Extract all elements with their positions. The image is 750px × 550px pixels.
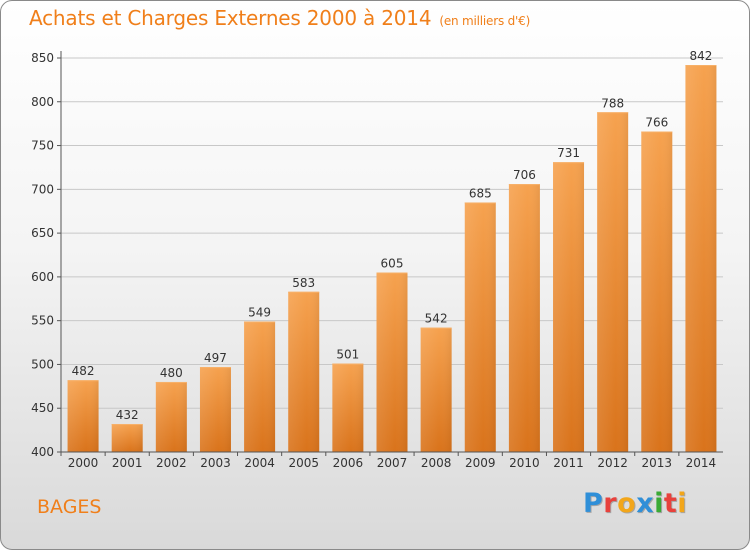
y-tick-label: 850	[31, 51, 54, 65]
x-tick-label: 2004	[244, 456, 275, 470]
y-tick-label: 750	[31, 139, 54, 153]
x-tick-label: 2009	[465, 456, 496, 470]
y-tick-label: 700	[31, 182, 54, 196]
bar-shade	[376, 272, 408, 452]
x-tick-label: 2011	[553, 456, 584, 470]
bar-shade	[155, 381, 187, 452]
data-label: 501	[336, 348, 359, 362]
data-label: 788	[601, 96, 624, 110]
chart-title-row: Achats et Charges Externes 2000 à 2014 (e…	[29, 6, 530, 30]
place-name: BAGES	[37, 496, 102, 518]
data-label: 432	[116, 408, 139, 422]
bars: 482 432 480 497 549 583 501 605 542 685 706 731 788 7…	[67, 49, 717, 453]
data-label: 497	[204, 351, 227, 365]
data-label: 605	[381, 257, 404, 271]
y-tick-label: 650	[31, 226, 54, 240]
data-label: 842	[689, 49, 712, 63]
proxiti-logo: Proxiti	[583, 488, 687, 519]
bar-shade	[111, 423, 143, 452]
logo-letter: o	[617, 488, 637, 519]
bar-shade	[199, 367, 231, 452]
bar-shade	[597, 112, 629, 452]
data-label: 549	[248, 306, 271, 320]
logo-letter: i	[654, 488, 664, 519]
x-tick-label: 2003	[200, 456, 231, 470]
x-tick-label: 2010	[509, 456, 540, 470]
bar-shade	[288, 291, 320, 452]
x-tick-label: 2008	[421, 456, 452, 470]
y-tick-label: 400	[31, 445, 54, 459]
y-tick-label: 450	[31, 401, 54, 415]
data-label: 583	[292, 276, 315, 290]
bar-shade	[67, 380, 99, 452]
bar-shade	[685, 65, 717, 452]
x-tick-label: 2000	[68, 456, 99, 470]
x-tick-label: 2002	[156, 456, 187, 470]
bar-shade	[420, 327, 452, 452]
bar-shade	[641, 131, 673, 452]
data-label: 766	[645, 116, 668, 130]
chart-subtitle: (en milliers d'€)	[439, 14, 531, 28]
data-label: 482	[72, 364, 95, 378]
logo-letter: t	[663, 488, 678, 519]
x-tick-label: 2001	[112, 456, 143, 470]
data-label: 685	[469, 186, 492, 200]
data-label: 480	[160, 366, 183, 380]
y-tick-label: 500	[31, 357, 54, 371]
x-tick-label: 2013	[642, 456, 673, 470]
x-tick-label: 2012	[597, 456, 628, 470]
data-label: 542	[425, 312, 448, 326]
bar-shade	[508, 184, 540, 452]
bar-shade	[244, 321, 276, 452]
bar-shade	[553, 162, 585, 453]
bar-shade	[332, 363, 364, 452]
logo-letter: i	[677, 488, 688, 519]
bar-shade	[464, 202, 496, 452]
y-tick-label: 600	[31, 270, 54, 284]
x-tick-label: 2014	[686, 456, 717, 470]
y-tick-label: 800	[31, 95, 54, 109]
axes: 400 450 500 550 600 650 700 750 800 850 2000 2001 20…	[31, 51, 723, 470]
x-tick-label: 2006	[333, 456, 364, 470]
data-label: 731	[557, 146, 580, 160]
logo-letter: P	[583, 488, 604, 519]
chart-title: Achats et Charges Externes 2000 à 2014	[29, 6, 432, 30]
x-tick-label: 2007	[377, 456, 408, 470]
data-label: 706	[513, 168, 536, 182]
y-tick-label: 550	[31, 314, 54, 328]
logo-letter: x	[636, 488, 655, 519]
x-tick-label: 2005	[288, 456, 319, 470]
logo-letter: r	[603, 488, 618, 519]
